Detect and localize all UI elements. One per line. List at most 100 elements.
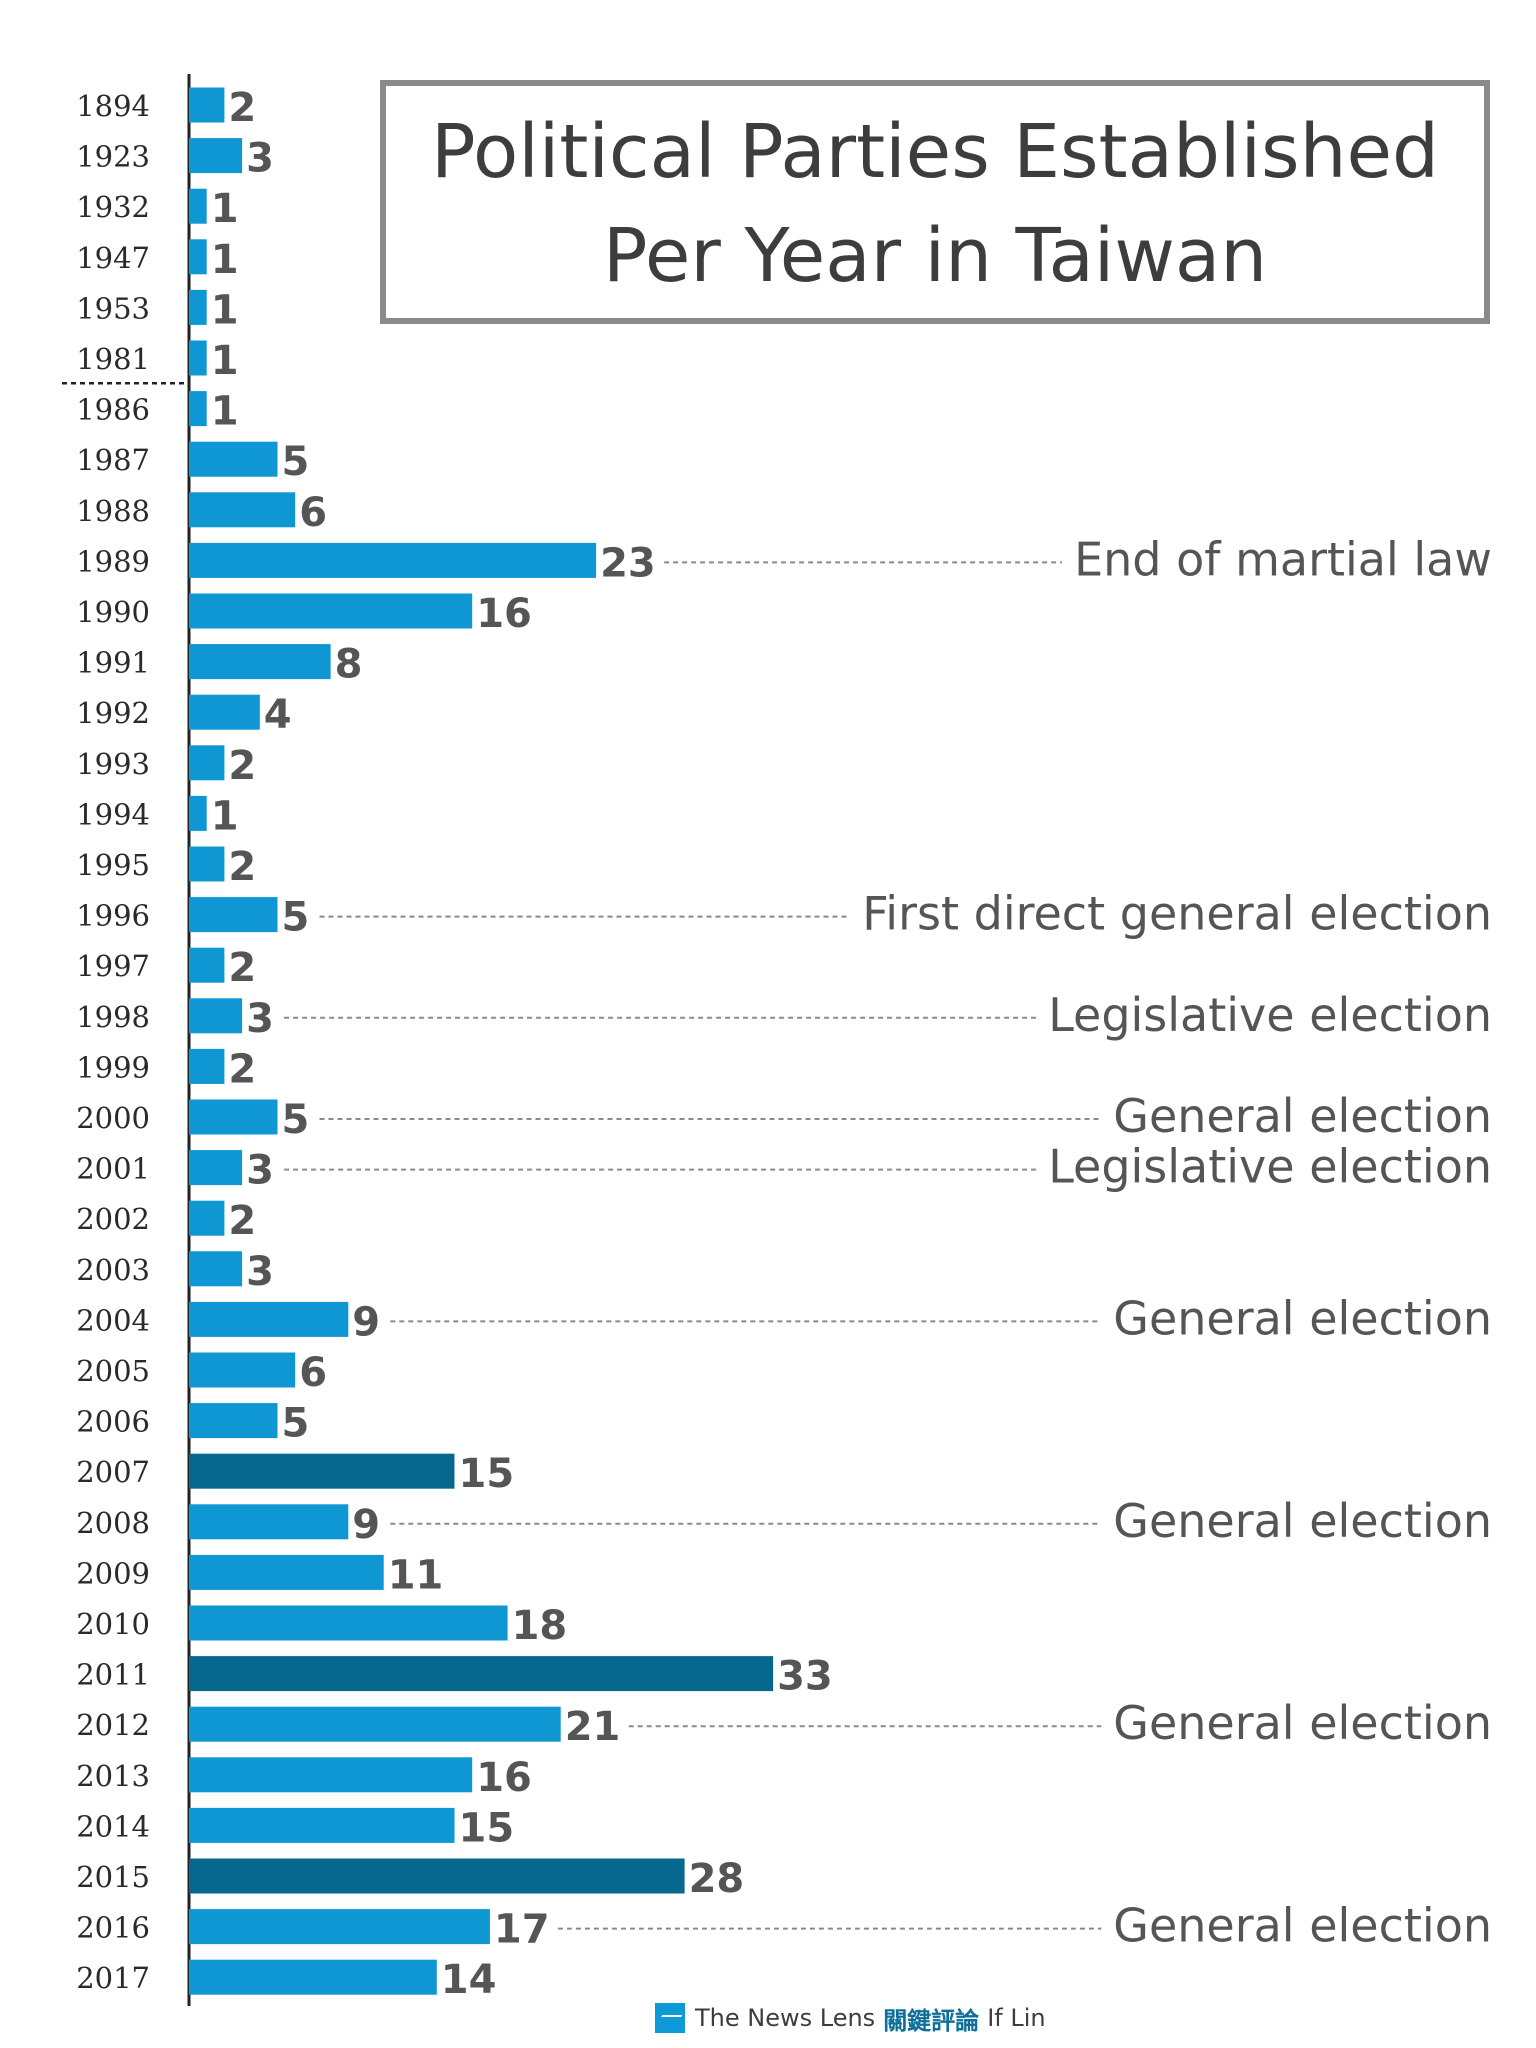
y-tick-label: 1986	[76, 393, 150, 427]
bar-1994	[189, 795, 207, 831]
bar-2002	[189, 1200, 225, 1236]
annotation-2004: General election	[1113, 1291, 1492, 1345]
bar-1991	[189, 644, 331, 680]
data-label-2003: 3	[246, 1249, 274, 1295]
y-tick-label: 2011	[76, 1658, 150, 1692]
y-tick-label: 2013	[76, 1759, 150, 1793]
bar-1981	[189, 340, 207, 376]
y-tick-label: 1947	[76, 241, 150, 275]
y-tick-label: 1988	[76, 494, 150, 528]
data-label-1995: 2	[228, 844, 256, 890]
bar-1996	[189, 897, 278, 933]
bar-2014	[189, 1807, 455, 1843]
bar-1932	[189, 188, 207, 224]
bar-2015	[189, 1858, 685, 1894]
annotation-1998: Legislative election	[1048, 988, 1492, 1042]
data-label-1932: 1	[211, 186, 239, 232]
y-tick-label: 2016	[76, 1911, 150, 1945]
y-tick-label: 1981	[76, 342, 150, 376]
data-label-2010: 18	[512, 1603, 568, 1649]
y-tick-label: 1997	[76, 949, 150, 983]
chart-title-line-2: Per Year in Taiwan	[602, 213, 1268, 299]
data-label-1991: 8	[335, 642, 363, 688]
bar-1999	[189, 1048, 225, 1084]
data-label-2008: 9	[352, 1502, 380, 1548]
bar-2011	[189, 1656, 774, 1692]
data-label-2014: 15	[459, 1805, 515, 1851]
credit-brand: The News Lens	[695, 2004, 876, 2032]
data-label-2013: 16	[476, 1755, 532, 1801]
y-tick-label: 1953	[76, 291, 150, 325]
y-tick-label: 2000	[76, 1101, 150, 1135]
y-tick-label: 1998	[76, 1000, 150, 1034]
data-label-1987: 5	[282, 439, 310, 485]
y-tick-label: 2015	[76, 1860, 150, 1894]
data-label-2005: 6	[299, 1350, 327, 1396]
data-label-2000: 5	[282, 1097, 310, 1143]
annotation-1996: First direct general election	[862, 887, 1492, 941]
bar-1990	[189, 593, 473, 629]
annotation-2001: Legislative election	[1048, 1140, 1492, 1194]
annotation-2016: General election	[1113, 1899, 1492, 1953]
bar-1995	[189, 846, 225, 882]
annotation-1989: End of martial law	[1074, 532, 1492, 586]
bar-1986	[189, 391, 207, 427]
bar-1993	[189, 745, 225, 781]
data-label-2007: 15	[459, 1451, 515, 1497]
annotation-2012: General election	[1113, 1696, 1492, 1750]
y-tick-label: 2012	[76, 1708, 150, 1742]
title-box: Political Parties Established Per Year i…	[380, 80, 1490, 324]
bar-1989	[189, 542, 597, 578]
bar-2010	[189, 1605, 508, 1641]
bar-2012	[189, 1706, 561, 1742]
y-tick-label: 2003	[76, 1253, 150, 1287]
data-label-1894: 2	[228, 85, 256, 131]
y-tick-label: 2010	[76, 1607, 150, 1641]
data-label-1947: 1	[211, 237, 239, 283]
bar-2006	[189, 1403, 278, 1439]
bar-1953	[189, 289, 207, 325]
y-tick-label: 2001	[76, 1152, 150, 1186]
data-label-2004: 9	[352, 1299, 380, 1345]
bar-1987	[189, 441, 278, 477]
bar-2016	[189, 1909, 490, 1945]
data-label-1990: 16	[476, 591, 532, 637]
y-tick-label: 1995	[76, 848, 150, 882]
data-label-2006: 5	[282, 1401, 310, 1447]
annotation-2008: General election	[1113, 1494, 1492, 1548]
bar-2017	[189, 1959, 437, 1995]
y-tick-label: 1932	[76, 190, 150, 224]
y-tick-label: 1990	[76, 595, 150, 629]
data-label-1998: 3	[246, 996, 274, 1042]
bar-2004	[189, 1301, 349, 1337]
y-tick-label: 1923	[76, 140, 150, 174]
data-label-1981: 1	[211, 338, 239, 384]
y-tick-label: 1996	[76, 899, 150, 933]
bar-2003	[189, 1251, 243, 1287]
data-label-2015: 28	[689, 1856, 745, 1902]
data-label-1994: 1	[211, 793, 239, 839]
bar-1992	[189, 694, 260, 730]
data-label-1923: 3	[246, 136, 274, 182]
bar-2005	[189, 1352, 296, 1388]
data-label-1996: 5	[282, 895, 310, 941]
bar-2013	[189, 1757, 473, 1793]
y-tick-label: 2007	[76, 1455, 150, 1489]
bar-1988	[189, 492, 296, 528]
y-tick-label: 2005	[76, 1354, 150, 1388]
data-label-1988: 6	[299, 490, 327, 536]
bar-1894	[189, 87, 225, 123]
data-label-1999: 2	[228, 1046, 256, 1092]
data-label-2009: 11	[388, 1552, 444, 1598]
data-label-2012: 21	[565, 1704, 621, 1750]
y-tick-label: 1989	[76, 544, 150, 578]
bar-1998	[189, 998, 243, 1034]
bar-2009	[189, 1554, 384, 1590]
bar-2001	[189, 1150, 243, 1186]
data-label-2002: 2	[228, 1198, 256, 1244]
data-label-2016: 17	[494, 1907, 550, 1953]
y-tick-label: 1999	[76, 1050, 150, 1084]
credit-brand-cjk: 關鍵評論	[883, 2006, 980, 2035]
y-tick-label: 1994	[76, 797, 150, 831]
